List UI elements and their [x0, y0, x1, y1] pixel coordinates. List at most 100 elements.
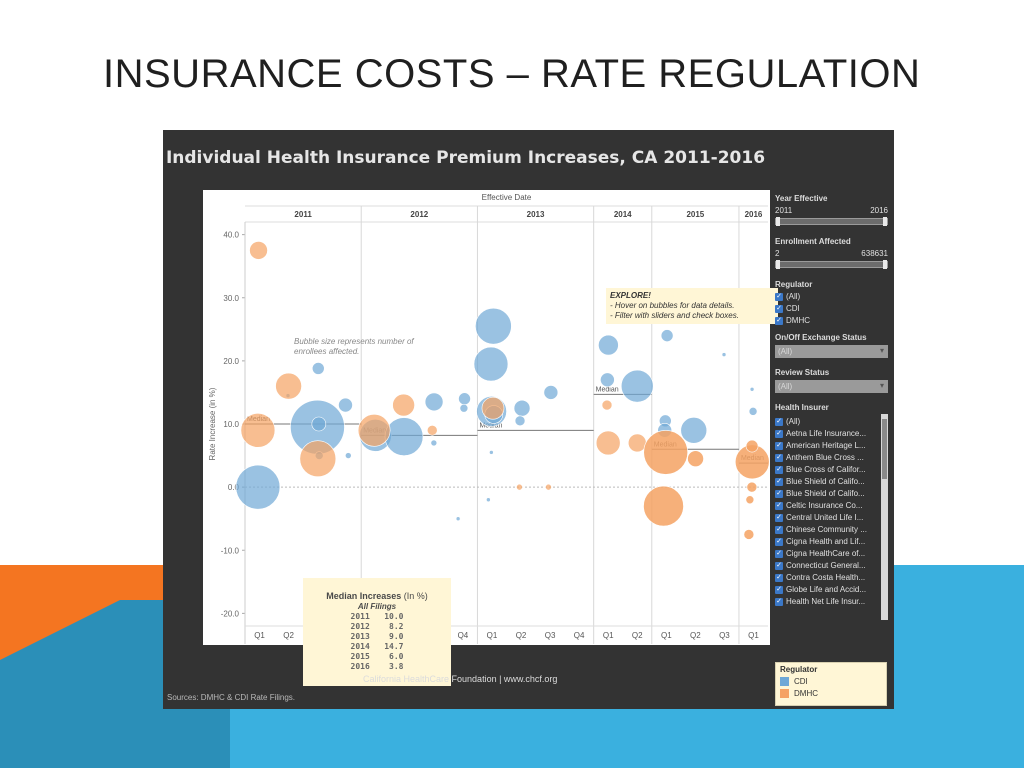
insurer-checkbox[interactable]: ✓ Blue Cross of Califor...: [775, 465, 880, 474]
bubble-cdi: [721, 352, 727, 357]
insurer-checkbox[interactable]: ✓ Connecticut General...: [775, 561, 880, 570]
year-label: 2013: [527, 210, 545, 219]
checkbox-checked-icon: ✓: [775, 429, 783, 438]
year-max-value: 2016: [870, 206, 888, 215]
quarter-label: Q3: [545, 631, 556, 640]
checkbox-checked-icon: ✓: [775, 513, 783, 522]
quarter-label: Q4: [574, 631, 585, 640]
year-effective-slider[interactable]: [775, 217, 888, 226]
insurer-label: Contra Costa Health...: [786, 573, 866, 582]
insurer-checkbox[interactable]: ✓ (All): [775, 417, 880, 426]
checkbox-checked-icon: ✓: [775, 525, 783, 534]
bubble-dmhc: [392, 393, 415, 417]
insurer-checkbox[interactable]: ✓ American Heritage L...: [775, 441, 880, 450]
insurer-checkbox[interactable]: ✓ Blue Shield of Califo...: [775, 477, 880, 486]
bubble-chart-svg[interactable]: Effective Date 2011 2012 2013 2014 2015 2016 40…: [203, 190, 770, 645]
bubble-dmhc: [545, 483, 552, 491]
insurer-checkbox[interactable]: ✓ Globe Life and Accid...: [775, 585, 880, 594]
median-unit: (In %): [403, 591, 428, 601]
median-label: Median: [596, 386, 619, 393]
health-insurer-list[interactable]: ✓ (All) ✓ Aetna Life Insurance... ✓ American …: [775, 414, 888, 620]
review-status-dropdown[interactable]: (All): [775, 380, 888, 393]
insurer-checkbox[interactable]: ✓ Celtic Insurance Co...: [775, 501, 880, 510]
bubble-cdi: [475, 307, 512, 345]
sources-note[interactable]: Sources: DMHC & CDI Rate Filings.: [167, 693, 296, 702]
regulator-checkbox-dmhc[interactable]: ✓ DMHC: [775, 316, 810, 325]
quarter-label: Q4: [458, 631, 469, 640]
bubble-cdi: [384, 417, 424, 456]
insurer-checkbox[interactable]: ✓ Cigna HealthCare of...: [775, 549, 880, 558]
explore-line-2: - Filter with sliders and check boxes.: [610, 311, 739, 320]
year-effective-label: Year Effective: [775, 194, 828, 203]
insurer-checkbox[interactable]: ✓ Contra Costa Health...: [775, 573, 880, 582]
enrollment-slider[interactable]: [775, 260, 888, 269]
checkbox-checked-icon: ✓: [775, 549, 783, 558]
bubble-dmhc: [745, 495, 755, 505]
checkbox-checked-icon: ✓: [775, 561, 783, 570]
insurer-label: Cigna HealthCare of...: [786, 549, 866, 558]
dashboard-title: Individual Health Insurance Premium Incr…: [165, 148, 766, 168]
checkbox-checked-icon: ✓: [775, 304, 783, 313]
explore-note: EXPLORE! - Hover on bubbles for data det…: [606, 288, 778, 324]
bubble-cdi: [458, 392, 471, 406]
checkbox-checked-icon: ✓: [775, 453, 783, 462]
median-increases-box: Median Increases (In %) All Filings 2011…: [303, 578, 451, 686]
legend-item-cdi[interactable]: CDI: [780, 677, 882, 686]
insurer-label: Blue Cross of Califor...: [786, 465, 866, 474]
checkbox-checked-icon: ✓: [775, 441, 783, 450]
scrollbar-thumb[interactable]: [882, 419, 887, 479]
bubble-dmhc: [249, 241, 268, 260]
footer-credit: California HealthCare Foundation | www.c…: [363, 674, 558, 684]
bubble-chart[interactable]: Effective Date 2011 2012 2013 2014 2015 2016 40…: [203, 190, 778, 686]
bubble-cdi: [473, 346, 509, 382]
regulator-checkbox-all[interactable]: ✓ (All): [775, 292, 801, 301]
exchange-status-dropdown[interactable]: (All): [775, 345, 888, 358]
insurer-checkbox[interactable]: ✓ Blue Shield of Califo...: [775, 489, 880, 498]
bubble-dmhc: [516, 483, 523, 491]
bubble-dmhc: [240, 413, 276, 448]
quarter-label: Q3: [719, 631, 730, 640]
insurer-checkbox[interactable]: ✓ Aetna Life Insurance...: [775, 429, 880, 438]
bubble-dmhc: [357, 414, 391, 447]
insurer-checkbox[interactable]: ✓ Anthem Blue Cross ...: [775, 453, 880, 462]
insurer-label: Connecticut General...: [786, 561, 866, 570]
y-tick-label: -10.0: [221, 546, 240, 555]
bubble-cdi: [749, 386, 755, 392]
bubble-cdi: [514, 415, 526, 427]
bubble-cdi: [543, 385, 559, 400]
bubble-cdi: [489, 450, 494, 455]
explore-line-1: - Hover on bubbles for data details.: [610, 301, 735, 310]
health-insurer-label: Health Insurer: [775, 403, 829, 412]
insurer-label: Health Net Life Insur...: [786, 597, 866, 606]
y-tick-label: 40.0: [223, 231, 239, 240]
enrollment-label: Enrollment Affected: [775, 237, 851, 246]
insurer-checkbox[interactable]: ✓ Health Net Life Insur...: [775, 597, 880, 606]
quarter-label: Q1: [487, 631, 498, 640]
quarter-label: Q2: [690, 631, 701, 640]
regulator-checkbox-cdi[interactable]: ✓ CDI: [775, 304, 800, 313]
checkbox-checked-icon: ✓: [775, 501, 783, 510]
bubble-cdi: [430, 439, 438, 447]
exchange-status-label: On/Off Exchange Status: [775, 333, 867, 342]
quarter-label: Q1: [661, 631, 672, 640]
bubble-cdi: [513, 399, 531, 417]
bubble-cdi: [459, 403, 469, 413]
review-status-label: Review Status: [775, 368, 830, 377]
bubble-dmhc: [743, 529, 755, 540]
insurer-list-scrollbar[interactable]: [881, 414, 888, 620]
y-tick-label: 0.0: [228, 483, 240, 492]
insurer-checkbox[interactable]: ✓ Chinese Community ...: [775, 525, 880, 534]
insurer-checkbox[interactable]: ✓ Cigna Health and Lif...: [775, 537, 880, 546]
legend-item-dmhc[interactable]: DMHC: [780, 689, 882, 698]
insurer-checkbox[interactable]: ✓ Central United Life I...: [775, 513, 880, 522]
checkbox-checked-icon: ✓: [775, 489, 783, 498]
insurer-label: (All): [786, 417, 801, 426]
y-tick-label: 30.0: [223, 294, 239, 303]
year-label: 2011: [294, 210, 312, 219]
year-label: 2016: [745, 210, 763, 219]
checkbox-checked-icon: ✓: [775, 465, 783, 474]
quarter-label: Q2: [632, 631, 643, 640]
bubble-dmhc: [481, 396, 505, 420]
insurer-label: Cigna Health and Lif...: [786, 537, 866, 546]
bubble-dmhc: [643, 430, 689, 475]
